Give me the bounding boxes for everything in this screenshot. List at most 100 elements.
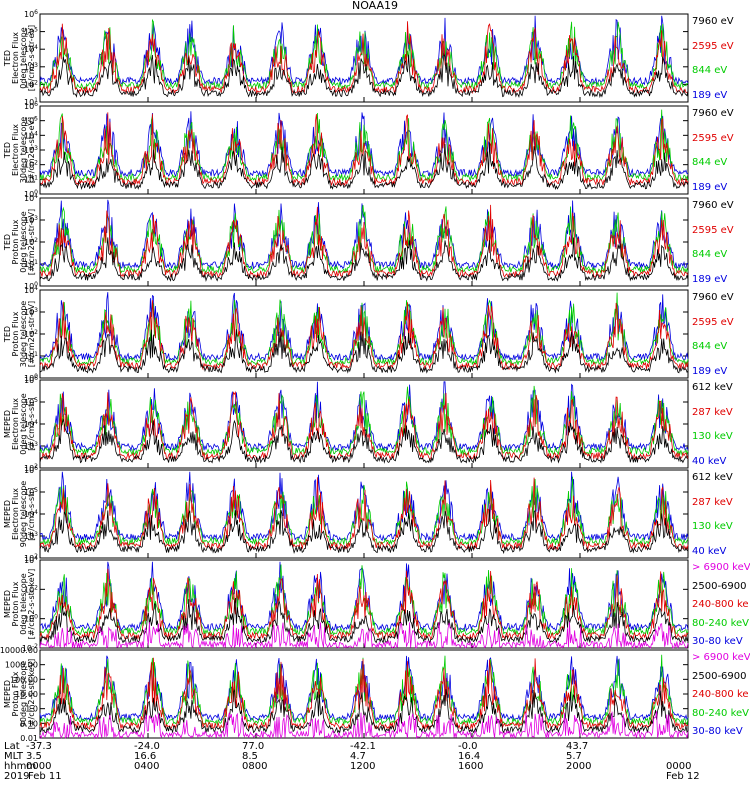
y-tick-label: 104: [24, 419, 38, 430]
y-axis-label: 90deg telescope: [19, 481, 28, 548]
y-tick-label: 100: [24, 373, 38, 384]
series-black: [39, 597, 689, 644]
series-red: [39, 112, 689, 187]
y-tick-label: 105: [24, 26, 38, 37]
bottom-tick-hhmm: 0000: [26, 761, 52, 772]
legend-entry: 287 keV: [692, 496, 733, 508]
legend-entry: 844 eV: [692, 341, 728, 353]
legend-entry: 2500-6900: [692, 670, 747, 682]
y-axis-label: Electron Flux: [11, 32, 20, 84]
y-tick-label: 104: [24, 509, 38, 520]
legend-entry: 189 eV: [692, 366, 728, 377]
legend-entry: 240-800 ke: [692, 599, 749, 610]
y-tick-label: 103: [24, 61, 38, 72]
legend-entry: 7960 eV: [692, 108, 734, 119]
panel-4: 100 101 102 103 104 TED Proton Flux 30deg teles…: [3, 285, 689, 384]
y-tick-label: 105: [24, 487, 38, 498]
bottom-tick-lat: -24.0: [134, 741, 160, 752]
series-green: [39, 18, 689, 91]
panel-1: 101 102 103 104 105 106 TED Electron Flux 0deg t…: [3, 9, 689, 108]
y-tick-label: 103: [24, 441, 38, 452]
y-tick-label: 103: [24, 307, 38, 318]
series-black: [39, 509, 689, 555]
y-tick-label: 101: [24, 174, 38, 185]
panel-5: 102 103 104 105 106 MEPED Electron Flux 0deg te…: [3, 375, 689, 474]
y-axis-label: [#/cm2-s-str-keV]: [27, 659, 36, 730]
y-axis-label: MEPED: [3, 500, 12, 528]
bottom-tick-mlt: 8.5: [242, 751, 258, 762]
y-tick-label: 104: [24, 44, 38, 55]
panel-3: 100 101 102 103 104 TED Proton Flux 0deg telesc…: [3, 193, 689, 292]
y-tick-label: 0.01: [20, 734, 38, 743]
y-axis-label: Proton Flux: [11, 581, 20, 626]
y-tick-label: 102: [24, 584, 38, 595]
series-magenta: [39, 621, 689, 650]
y-axis-label: Proton Flux: [11, 219, 20, 264]
legend-entry: 30-80 keV: [692, 636, 743, 647]
y-tick-label: 101: [24, 97, 38, 108]
legend-entry: 844 eV: [692, 249, 728, 261]
legend-entry: 2595 eV: [692, 132, 734, 144]
bottom-tick-hhmm: 2000: [566, 761, 592, 772]
y-axis-label: [#/cm2-s-str-eV]: [27, 25, 36, 91]
series-red: [39, 477, 689, 551]
y-axis-label: [#/cm2-s-str-keV]: [27, 569, 36, 640]
y-tick-label: 105: [24, 115, 38, 126]
legend-entry: 7960 eV: [692, 200, 734, 211]
series-black: [39, 142, 689, 191]
y-axis-label: 0deg telescope: [19, 393, 28, 454]
bottom-tick-hhmm: 0000: [666, 761, 692, 772]
chart-title: NOAA19: [351, 0, 399, 12]
bottom-row-label: MLT: [4, 751, 23, 762]
y-tick-label: 101: [24, 351, 38, 362]
y-axis-label: 90deg telescope: [19, 661, 28, 728]
y-axis-label: 0deg telescope: [19, 27, 28, 88]
legend-entry: 189 eV: [692, 90, 728, 101]
legend-entry: 2500-6900: [692, 580, 747, 592]
y-tick-label: 102: [24, 553, 38, 564]
panel-6: 102 103 104 105 106 MEPED Electron Flux 90deg t…: [3, 465, 689, 564]
series-red: [39, 657, 689, 731]
y-axis-label: [#/cm2-s-str-eV]: [27, 117, 36, 183]
y-axis-label: MEPED: [3, 590, 12, 618]
y-tick-label: 1000.00: [5, 661, 38, 670]
legend-entry: 189 eV: [692, 182, 728, 193]
series-blue: [39, 381, 689, 452]
legend-entry: 844 eV: [692, 157, 728, 169]
series-magenta: [39, 711, 689, 740]
series-black: [39, 237, 689, 282]
y-axis-label: MEPED: [3, 410, 12, 438]
bottom-tick-lat: -0.0: [458, 741, 478, 752]
bottom-tick-lat: 77.0: [242, 741, 265, 752]
series-red: [39, 21, 689, 95]
y-tick-label: 104: [24, 285, 38, 296]
legend-entry: 2595 eV: [692, 224, 734, 236]
y-tick-label: 104: [24, 555, 38, 566]
bottom-row-label: hhmm: [4, 761, 37, 772]
y-tick-label: 102: [24, 159, 38, 170]
y-tick-label: 104: [24, 130, 38, 141]
bottom-tick-hhmm: 0800: [242, 761, 268, 772]
y-axis-label: [#/cm2-s-str]: [27, 487, 36, 540]
bottom-tick-mlt: 3.5: [26, 751, 42, 762]
y-axis-label: 30deg telescope: [19, 301, 28, 368]
y-tick-label: 103: [24, 215, 38, 226]
legend-entry: 130 keV: [692, 521, 733, 533]
series-blue: [39, 561, 689, 632]
y-axis-label: 0deg telescope: [19, 211, 28, 272]
bottom-tick-mlt: 5.7: [566, 751, 582, 762]
y-tick-label: 0.10: [20, 719, 38, 728]
bottom-tick-lat: 43.7: [566, 741, 589, 752]
y-tick-label: 102: [24, 463, 38, 474]
y-tick-label: 100: [24, 281, 38, 292]
legend-entry: 612 keV: [692, 472, 733, 483]
legend-entry: > 6900 keV: [692, 652, 750, 663]
series-red: [39, 568, 689, 641]
bottom-row-label: Lat: [4, 741, 20, 752]
legend-entry: 7960 eV: [692, 16, 734, 27]
series-green: [39, 385, 689, 457]
y-axis-label: [#/cm2-s-str]: [27, 397, 36, 450]
legend-entry: 7960 eV: [692, 292, 734, 303]
